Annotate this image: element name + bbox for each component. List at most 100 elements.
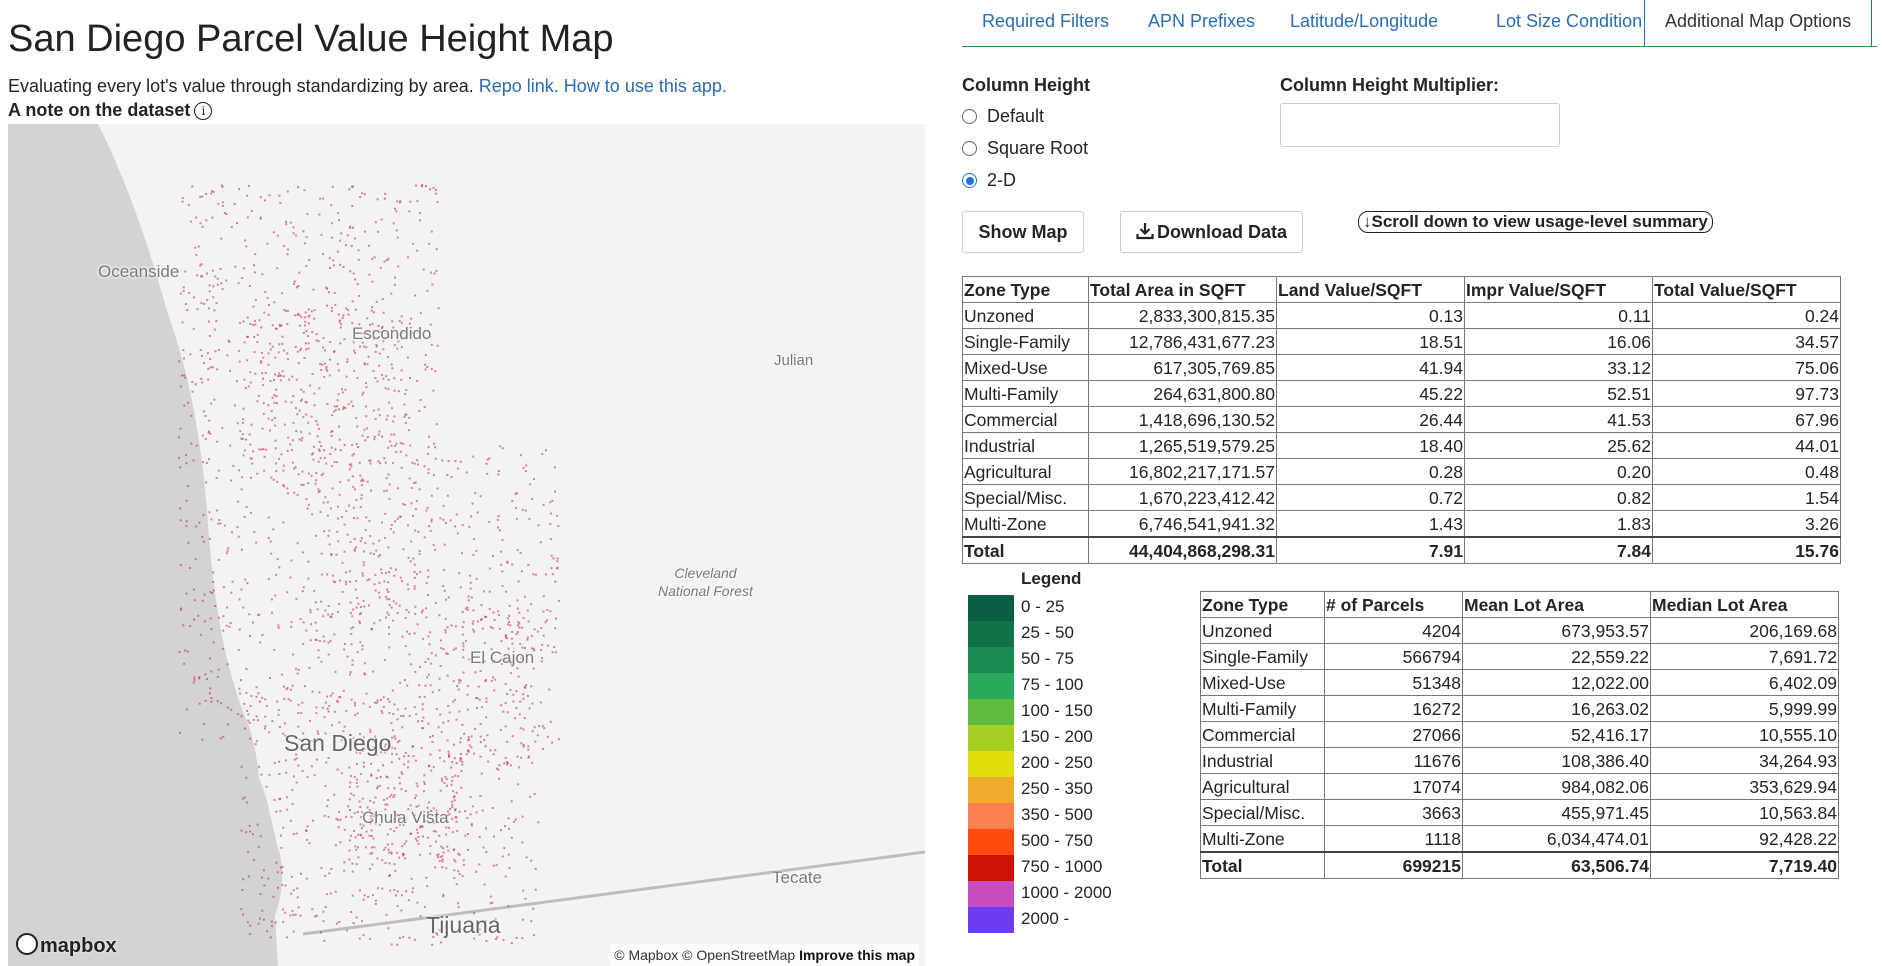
radio-2d-circle[interactable] (962, 173, 977, 188)
osm-attribution-link[interactable]: © OpenStreetMap (682, 947, 796, 963)
parcel-dot (398, 757, 401, 760)
mapbox-attribution-link[interactable]: © Mapbox (614, 947, 679, 963)
parcel-dot (212, 285, 215, 288)
parcel-dot (179, 507, 182, 510)
parcel-dot (322, 472, 325, 475)
radio-2d[interactable]: 2-D (962, 170, 1016, 191)
mapbox-logo[interactable]: mapbox (16, 933, 117, 958)
parcel-dot (469, 813, 472, 816)
legend-swatch (968, 751, 1014, 777)
legend-label: 200 - 250 (1021, 753, 1093, 772)
parcel-dot (500, 658, 503, 661)
parcel-dot (300, 872, 302, 875)
table-cell: 45.22 (1276, 380, 1465, 407)
parcel-dot (535, 573, 537, 576)
info-icon[interactable]: i (194, 102, 213, 120)
parcel-dot (241, 476, 244, 479)
parcel-dot (478, 928, 481, 931)
parcel-dot (427, 472, 430, 475)
parcel-dot (333, 350, 335, 353)
parcel-dot (338, 493, 341, 496)
parcel-dot (494, 917, 497, 920)
parcel-dot (458, 681, 461, 684)
column-header: Total Value/SQFT (1652, 276, 1841, 303)
parcel-dot (312, 458, 315, 461)
parcel-dot (216, 283, 219, 286)
parcel-dot (418, 410, 421, 412)
subtitle-line: Evaluating every lot's value through sta… (8, 76, 727, 97)
parcel-dot (225, 213, 228, 216)
parcel-dot (315, 758, 318, 761)
parcel-dot (480, 618, 483, 620)
radio-default[interactable]: Default (962, 106, 1044, 127)
parcel-dot (434, 446, 437, 449)
parcel-dot (524, 897, 527, 900)
parcel-dot (366, 480, 369, 483)
tab-additional-map-options[interactable]: Additional Map Options (1644, 0, 1873, 46)
download-data-button[interactable]: Download Data (1120, 211, 1303, 253)
parcel-dot (210, 628, 213, 631)
parcel-dot (292, 833, 295, 836)
tab-required-filters[interactable]: Required Filters (982, 11, 1110, 31)
parcel-dot (229, 622, 232, 624)
parcel-dot (338, 696, 341, 699)
parcel-dot (210, 518, 213, 521)
parcel-dot (334, 890, 337, 893)
how-to-use-link[interactable]: How to use this app. (563, 76, 727, 96)
parcel-dot (279, 201, 282, 204)
parcel-dot (252, 450, 255, 453)
tab-lot-size-condition[interactable]: Lot Size Condition (1496, 11, 1643, 31)
radio-square-root-circle[interactable] (962, 141, 977, 156)
dataset-note[interactable]: A note on the dataset i (8, 100, 213, 121)
tab-latitude-longitude[interactable]: Latitude/Longitude (1290, 11, 1439, 31)
parcel-dot (209, 617, 212, 620)
parcel-dot (211, 269, 214, 272)
parcel-dot (531, 497, 534, 500)
parcel-dot (432, 807, 435, 810)
parcel-dot (355, 499, 358, 501)
parcel-dot (399, 200, 402, 203)
radio-default-circle[interactable] (962, 109, 977, 124)
parcel-dot (508, 660, 511, 663)
radio-square-root[interactable]: Square Root (962, 138, 1088, 159)
table-cell: 51348 (1324, 669, 1463, 696)
parcel-dot (551, 573, 554, 576)
parcel-dot (530, 634, 533, 637)
tab-apn-prefixes[interactable]: APN Prefixes (1148, 11, 1256, 31)
parcel-dot (497, 610, 500, 613)
parcel-dot (352, 453, 355, 456)
parcel-dot (409, 560, 412, 563)
parcel-dot (348, 858, 351, 861)
parcel-dot (384, 461, 387, 464)
parcel-dot (439, 713, 442, 716)
parcel-dot (416, 200, 419, 203)
parcel-dot (542, 610, 545, 613)
parcel-dot (379, 776, 382, 778)
parcel-dot (371, 846, 373, 849)
parcel-dot (343, 338, 346, 341)
scroll-summary-button[interactable]: ↓Scroll down to view usage-level summary (1358, 211, 1713, 233)
parcel-dot (276, 480, 279, 483)
multiplier-input[interactable] (1280, 103, 1560, 147)
parcel-dot (352, 608, 355, 611)
parcel-dot (278, 566, 281, 569)
repo-link[interactable]: Repo link. (478, 76, 559, 96)
parcel-dot (205, 192, 208, 195)
parcel-dot (427, 452, 430, 455)
parcel-dot (361, 920, 363, 923)
show-map-button[interactable]: Show Map (962, 211, 1084, 253)
parcel-dot (384, 846, 387, 849)
parcel-dot (370, 773, 373, 776)
parcel-dot (292, 913, 295, 916)
legend-swatch (968, 621, 1014, 647)
parcel-dot (186, 485, 189, 488)
parcel-dot (328, 257, 331, 260)
parcel-dot (212, 589, 215, 592)
parcel-dot (394, 276, 396, 279)
parcel-dot (387, 257, 390, 260)
parcel-dot (243, 449, 246, 452)
parcel-dot (533, 628, 536, 631)
improve-map-link[interactable]: Improve this map (799, 947, 915, 963)
parcel-dot (430, 494, 433, 497)
map-canvas[interactable]: Oceanside Escondido Julian Cleveland Nat… (8, 124, 925, 966)
